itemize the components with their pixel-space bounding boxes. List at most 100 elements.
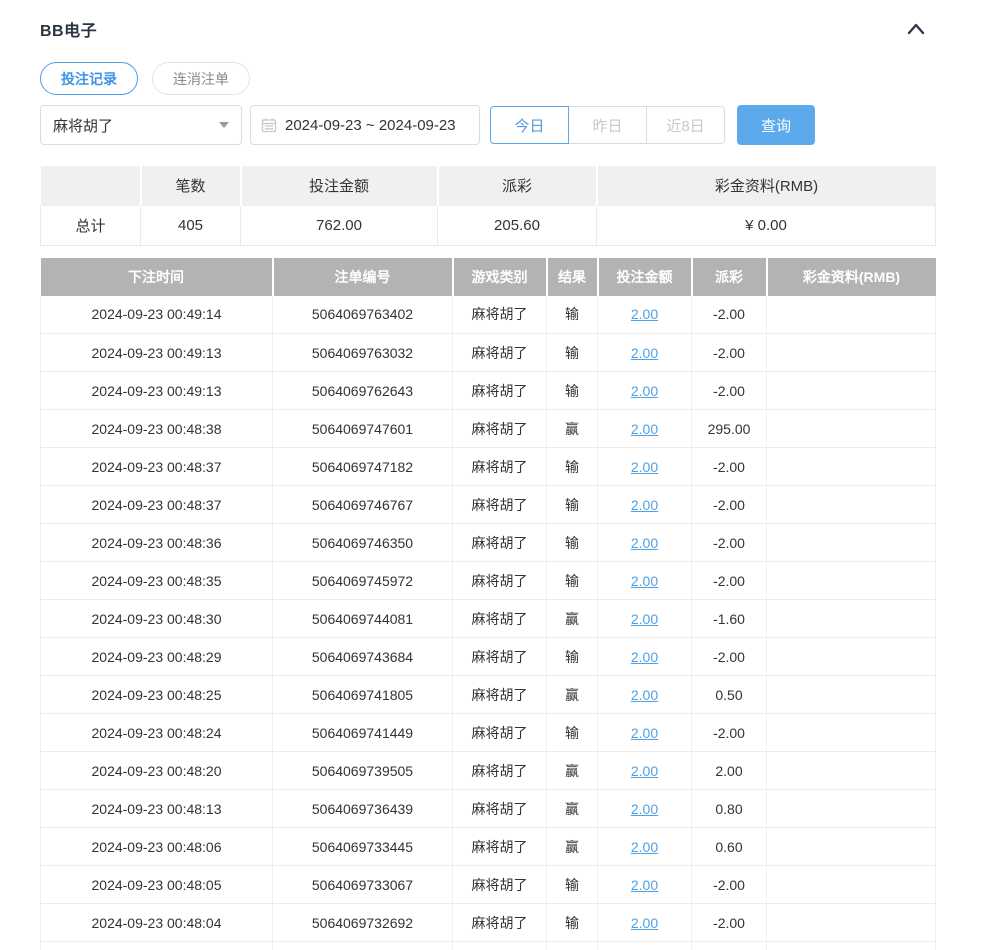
date-range-picker[interactable]: 2024-09-23 ~ 2024-09-23 [250, 105, 480, 145]
table-row: 2024-09-23 00:48:30 5064069744081 麻将胡了 赢… [40, 599, 936, 638]
cell-order-id: 5064069747601 [272, 409, 453, 448]
bet-amount-link[interactable]: 2.00 [630, 648, 659, 665]
bet-amount-link[interactable]: 2.00 [630, 458, 659, 475]
cell-bet-time: 2024-09-23 00:49:14 [40, 295, 273, 334]
cell-result: 输 [546, 637, 598, 676]
cell-bet-time: 2024-09-23 00:48:38 [40, 409, 273, 448]
records-header-payout: 派彩 [690, 257, 767, 296]
cell-bet-amount: 2.00 [597, 903, 692, 942]
records-header-bonus: 彩金资料(RMB) [765, 257, 936, 296]
table-row: 2024-09-23 00:48:36 5064069746350 麻将胡了 输… [40, 523, 936, 562]
game-select[interactable]: 麻将胡了 [40, 105, 242, 145]
quick-today-button[interactable]: 今日 [490, 106, 569, 144]
cell-game-type: 麻将胡了 [452, 295, 547, 334]
cell-payout: -1.60 [691, 599, 767, 638]
bet-amount-link[interactable]: 2.00 [630, 306, 659, 323]
summary-total-payout: 205.60 [437, 204, 597, 246]
bet-amount-link[interactable]: 2.00 [630, 610, 659, 627]
cell-result: 赢 [546, 751, 598, 790]
cell-bet-time: 2024-09-23 00:48:13 [40, 789, 273, 828]
cell-bet-time: 2024-09-23 00:48:05 [40, 865, 273, 904]
cell-result: 赢 [546, 409, 598, 448]
cell-order-id: 5064069762643 [272, 371, 453, 410]
bet-amount-link[interactable]: 2.00 [630, 914, 659, 931]
cell-game-type: 麻将胡了 [452, 485, 547, 524]
bet-amount-link[interactable]: 2.00 [630, 876, 659, 893]
cell-payout: 0.80 [691, 789, 767, 828]
cell-result: 赢 [546, 599, 598, 638]
cell-game-type: 麻将胡了 [452, 865, 547, 904]
partial-row [40, 941, 936, 950]
cell-order-id: 5064069744081 [272, 599, 453, 638]
records-header-bet-amount: 投注金额 [596, 257, 692, 296]
cell-payout: -2.00 [691, 295, 767, 334]
cell-order-id: 5064069747182 [272, 447, 453, 486]
cell-order-id: 5064069741449 [272, 713, 453, 752]
table-row: 2024-09-23 00:48:06 5064069733445 麻将胡了 赢… [40, 827, 936, 866]
summary-total-bonus: ¥ 0.00 [596, 204, 936, 246]
tab-cancelled-orders[interactable]: 连消注单 [152, 62, 250, 95]
cell-game-type: 麻将胡了 [452, 789, 547, 828]
bet-amount-link[interactable]: 2.00 [630, 800, 659, 817]
cell-payout: -2.00 [691, 637, 767, 676]
bet-amount-link[interactable]: 2.00 [630, 838, 659, 855]
cell-game-type: 麻将胡了 [452, 713, 547, 752]
query-button[interactable]: 查询 [737, 105, 815, 145]
summary-header-blank [40, 166, 141, 205]
bet-amount-link[interactable]: 2.00 [630, 496, 659, 513]
summary-header-payout: 派彩 [436, 166, 597, 205]
cell-game-type: 麻将胡了 [452, 523, 547, 562]
cell-bet-amount: 2.00 [597, 713, 692, 752]
cell-result: 输 [546, 903, 598, 942]
cell-bet-amount: 2.00 [597, 827, 692, 866]
bet-amount-link[interactable]: 2.00 [630, 382, 659, 399]
cell-bet-amount: 2.00 [597, 371, 692, 410]
bet-amount-link[interactable]: 2.00 [630, 724, 659, 741]
bet-amount-link[interactable]: 2.00 [630, 762, 659, 779]
table-row: 2024-09-23 00:49:13 5064069762643 麻将胡了 输… [40, 371, 936, 410]
cell-result: 输 [546, 523, 598, 562]
summary-table: 笔数 投注金额 派彩 彩金资料(RMB) 总计 405 762.00 205.6… [40, 166, 936, 246]
bet-amount-link[interactable]: 2.00 [630, 534, 659, 551]
bet-amount-link[interactable]: 2.00 [630, 344, 659, 361]
cell-payout: 2.00 [691, 751, 767, 790]
table-row: 2024-09-23 00:48:20 5064069739505 麻将胡了 赢… [40, 751, 936, 790]
cell-game-type: 麻将胡了 [452, 561, 547, 600]
summary-header-row: 笔数 投注金额 派彩 彩金资料(RMB) [40, 166, 936, 205]
calendar-icon [261, 117, 277, 133]
cell-bet-time: 2024-09-23 00:48:25 [40, 675, 273, 714]
quick-range-group: 今日 昨日 近8日 [490, 106, 725, 144]
summary-total-bet-amount: 762.00 [240, 204, 438, 246]
cell-game-type: 麻将胡了 [452, 827, 547, 866]
records-header-order-id: 注单编号 [271, 257, 453, 296]
cell-bet-time: 2024-09-23 00:48:37 [40, 485, 273, 524]
cell-result: 输 [546, 485, 598, 524]
cell-payout: -2.00 [691, 371, 767, 410]
cell-bet-amount: 2.00 [597, 599, 692, 638]
bet-amount-link[interactable]: 2.00 [630, 686, 659, 703]
collapse-button[interactable] [903, 16, 929, 42]
cell-payout: -2.00 [691, 523, 767, 562]
records-header-result: 结果 [545, 257, 598, 296]
table-row: 2024-09-23 00:48:35 5064069745972 麻将胡了 输… [40, 561, 936, 600]
cell-result: 输 [546, 713, 598, 752]
quick-last8days-button[interactable]: 近8日 [646, 106, 725, 144]
cell-payout: 295.00 [691, 409, 767, 448]
bet-amount-link[interactable]: 2.00 [630, 420, 659, 437]
cell-bonus [766, 599, 936, 638]
cell-bonus [766, 675, 936, 714]
cell-result: 输 [546, 333, 598, 372]
summary-header-bet-amount: 投注金额 [239, 166, 438, 205]
cell-payout: -2.00 [691, 903, 767, 942]
cell-bet-time: 2024-09-23 00:48:04 [40, 903, 273, 942]
cell-bet-amount: 2.00 [597, 865, 692, 904]
cell-game-type: 麻将胡了 [452, 409, 547, 448]
cell-payout: -2.00 [691, 447, 767, 486]
bet-amount-link[interactable]: 2.00 [630, 572, 659, 589]
cell-order-id: 5064069732692 [272, 903, 453, 942]
quick-yesterday-button[interactable]: 昨日 [568, 106, 647, 144]
tab-betting-records[interactable]: 投注记录 [40, 62, 138, 95]
summary-header-bonus: 彩金资料(RMB) [595, 166, 936, 205]
table-row: 2024-09-23 00:49:13 5064069763032 麻将胡了 输… [40, 333, 936, 372]
table-row: 2024-09-23 00:49:14 5064069763402 麻将胡了 输… [40, 295, 936, 334]
